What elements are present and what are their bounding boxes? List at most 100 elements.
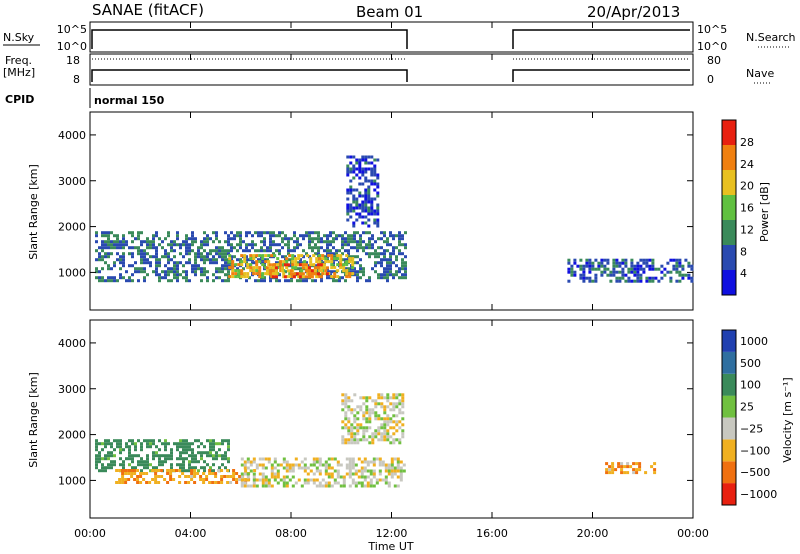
echo-cell xyxy=(203,240,206,244)
echo-cell xyxy=(239,234,242,238)
echo-cell xyxy=(621,273,625,277)
echo-cell xyxy=(231,269,235,273)
echo-cell xyxy=(294,463,298,467)
echo-cell xyxy=(615,258,619,262)
power-heatmap xyxy=(95,155,694,283)
echo-cell xyxy=(401,402,405,406)
echo-cell xyxy=(347,252,350,256)
echo-cell xyxy=(346,218,350,222)
freq-unit-label: [MHz] xyxy=(3,66,35,79)
echo-cell xyxy=(618,276,622,280)
echo-cell xyxy=(107,457,110,461)
echo-cell xyxy=(374,261,377,265)
echo-cell xyxy=(261,481,265,485)
echo-cell xyxy=(164,276,167,280)
echo-cell xyxy=(370,206,374,210)
echo-cell xyxy=(351,260,355,264)
echo-cell xyxy=(143,466,146,470)
echo-cell xyxy=(308,234,311,238)
echo-cell xyxy=(178,469,182,472)
echo-cell xyxy=(182,463,185,467)
echo-cell xyxy=(615,279,619,283)
echo-cell xyxy=(620,471,624,475)
echo-cell xyxy=(624,279,628,283)
echo-cell xyxy=(650,465,654,469)
echo-cell xyxy=(134,445,137,449)
echo-cell xyxy=(330,466,334,470)
echo-cell xyxy=(352,221,356,225)
echo-cell xyxy=(101,240,104,244)
echo-cell xyxy=(349,170,353,174)
echo-cell xyxy=(356,405,360,409)
echo-cell xyxy=(173,243,176,247)
echo-cell xyxy=(235,472,239,475)
echo-cell xyxy=(398,237,401,241)
echo-cell xyxy=(627,267,631,271)
echo-cell xyxy=(392,396,396,400)
echo-cell xyxy=(594,273,598,277)
date-title: 20/Apr/2013 xyxy=(587,3,680,21)
echo-cell xyxy=(317,252,320,256)
echo-cell xyxy=(237,275,241,279)
echo-cell xyxy=(116,234,119,238)
echo-cell xyxy=(362,249,365,253)
echo-cell xyxy=(387,469,391,473)
echo-cell xyxy=(149,246,152,250)
echo-cell xyxy=(98,276,101,280)
echo-cell xyxy=(639,258,643,262)
echo-cell xyxy=(220,478,224,481)
echo-cell xyxy=(633,264,637,268)
echo-cell xyxy=(294,457,298,461)
echo-cell xyxy=(215,246,218,250)
colorbar-tick-label: 1000 xyxy=(740,335,768,348)
echo-cell xyxy=(632,471,636,475)
echo-cell xyxy=(366,481,370,485)
echo-cell xyxy=(336,257,340,261)
echo-cell xyxy=(356,249,359,253)
echo-cell xyxy=(254,279,257,283)
echo-cell xyxy=(383,270,386,274)
echo-cell xyxy=(380,435,384,439)
echo-cell xyxy=(218,448,221,452)
echo-cell xyxy=(200,279,203,283)
echo-cell xyxy=(243,484,247,488)
echo-cell xyxy=(600,261,604,265)
echo-cell xyxy=(158,457,161,461)
echo-cell xyxy=(137,279,140,283)
echo-cell xyxy=(240,260,244,264)
echo-cell xyxy=(116,442,119,446)
colorbar-swatch xyxy=(722,461,736,484)
echo-cell xyxy=(645,261,649,265)
echo-cell xyxy=(666,261,670,265)
echo-cell xyxy=(122,237,125,241)
echo-cell xyxy=(651,261,655,265)
echo-cell xyxy=(285,484,289,488)
echo-cell xyxy=(248,231,251,235)
echo-cell xyxy=(227,243,230,247)
echo-cell xyxy=(326,246,329,250)
echo-cell xyxy=(104,454,107,458)
echo-cell xyxy=(621,270,625,274)
echo-cell xyxy=(287,252,290,256)
echo-cell xyxy=(353,240,356,244)
echo-cell xyxy=(288,466,292,470)
echo-cell xyxy=(191,451,194,455)
echo-cell xyxy=(675,264,679,268)
echo-cell xyxy=(113,243,116,247)
echo-cell xyxy=(330,257,334,261)
echo-cell xyxy=(373,212,377,216)
echo-cell xyxy=(170,451,173,455)
echo-cell xyxy=(367,197,371,201)
echo-cell xyxy=(349,206,353,210)
echo-cell xyxy=(227,279,230,283)
echo-cell xyxy=(173,267,176,271)
echo-cell xyxy=(353,420,357,424)
echo-cell xyxy=(651,258,655,262)
echo-cell xyxy=(303,457,307,461)
echo-cell xyxy=(224,439,227,443)
echo-cell xyxy=(167,261,170,265)
echo-cell xyxy=(239,231,242,235)
echo-cell xyxy=(675,267,679,271)
echo-cell xyxy=(188,237,191,241)
echo-cell xyxy=(376,194,380,198)
